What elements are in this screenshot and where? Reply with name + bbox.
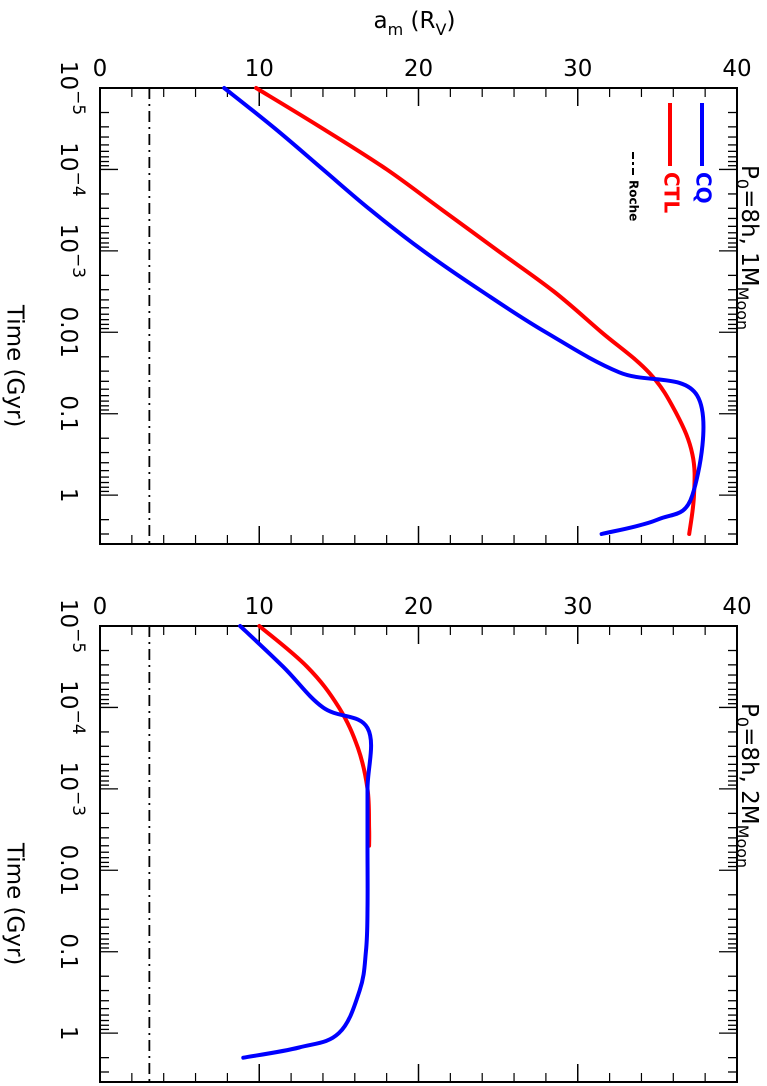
plot-frame [99, 87, 738, 545]
y-tick-exponent: −3 [68, 791, 88, 816]
x-title-a-sub: m [388, 20, 404, 39]
y-tick-label: 0.1 [56, 395, 82, 432]
y-axis-title: Time (Gyr) [2, 842, 28, 965]
y-tick-label: 10−4 [56, 680, 89, 734]
x-tick-label: 0 [93, 56, 108, 82]
x-tick-label: 10 [245, 56, 274, 82]
y-tick-exponent: −5 [68, 628, 88, 653]
x-title-r-sub: V [436, 20, 447, 39]
panel-label-tail-sub: Moon [734, 825, 753, 869]
y-tick-text: 0.01 [56, 307, 82, 358]
y-tick-exponent: −4 [68, 710, 88, 735]
panel-label-mid: =8h, 2M [737, 727, 763, 825]
panel-label-lead-sub: 0 [734, 717, 753, 727]
panel-label-lead-sub: 0 [734, 179, 753, 189]
panel-label-lead: P [737, 165, 763, 179]
y-tick-base: 10 [56, 224, 82, 253]
panel-label: P0=8h, 1MMoon [734, 165, 763, 330]
y-tick-text: 0.01 [56, 845, 82, 896]
x-tick-label: 20 [404, 594, 433, 620]
y-tick-label: 10−3 [56, 762, 89, 816]
y-tick-exponent: −3 [68, 253, 88, 278]
y-tick-base: 10 [56, 762, 82, 791]
panel-label-tail-sub: Moon [734, 287, 753, 331]
y-tick-base: 10 [56, 61, 82, 90]
panel-label-lead: P [737, 703, 763, 717]
y-tick-text: 0.1 [56, 395, 82, 432]
legend-label-ctl: CTL [660, 172, 684, 213]
y-tick-text: 0.1 [56, 933, 82, 970]
legend-label-roche: Roche [627, 180, 641, 221]
y-tick-base: 10 [56, 680, 82, 709]
y-tick-label: 1 [56, 488, 82, 503]
series-line-cq [238, 624, 374, 1060]
y-tick-text: 1 [56, 1026, 82, 1041]
series-line-ctl [254, 86, 697, 536]
panel-label-mid: =8h, 1M [737, 189, 763, 287]
x-title-a: a [374, 8, 388, 34]
panel-label: P0=8h, 2MMoon [734, 703, 763, 868]
y-tick-label: 0.1 [56, 933, 82, 970]
x-tick-label: 30 [563, 56, 592, 82]
y-tick-label: 10−5 [56, 61, 89, 115]
y-tick-exponent: −5 [68, 90, 88, 115]
x-tick-label: 20 [404, 56, 433, 82]
x-tick-label: 10 [245, 594, 274, 620]
x-tick-label: 40 [722, 56, 751, 82]
y-tick-label: 10−3 [56, 224, 89, 278]
y-tick-base: 10 [56, 599, 82, 628]
legend-label-cq: CQ [692, 172, 716, 204]
x-title-close: ) [446, 8, 455, 34]
y-tick-label: 10−5 [56, 599, 89, 653]
legend: CQ CTL Roche [627, 103, 716, 221]
x-title-open: (R [403, 8, 435, 34]
series-line-cq [222, 86, 706, 536]
x-axis-title: am (RV) [374, 8, 456, 39]
x-tick-label: 40 [722, 594, 751, 620]
y-axis-title: Time (Gyr) [2, 304, 28, 427]
y-tick-label: 1 [56, 1026, 82, 1041]
y-tick-label: 10−4 [56, 142, 89, 196]
plot-frame [99, 625, 738, 1083]
y-tick-base: 10 [56, 142, 82, 171]
y-tick-text: 1 [56, 488, 82, 503]
x-tick-label: 0 [93, 594, 108, 620]
y-tick-exponent: −4 [68, 172, 88, 197]
y-tick-label: 0.01 [56, 845, 82, 896]
y-tick-label: 0.01 [56, 307, 82, 358]
x-tick-label: 30 [563, 594, 592, 620]
